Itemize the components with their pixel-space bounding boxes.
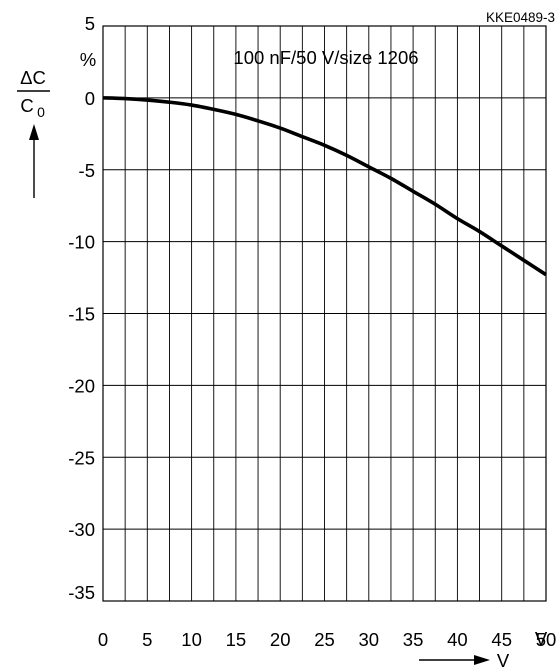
x-tick-labels: 0 5 10 15 20 25 30 35 40 45 50	[98, 629, 556, 650]
figure-id-label: KKE0489-3	[486, 10, 555, 25]
y-tick-label: -20	[68, 375, 95, 396]
y-tick-label: -25	[68, 447, 95, 468]
y-tick-labels: 5 0 -5 -10 -15 -20 -25 -30 -35	[68, 13, 95, 603]
plot-frame	[102, 25, 547, 602]
y-unit-label: %	[80, 49, 96, 70]
grid	[103, 26, 546, 601]
x-tick-label: 10	[181, 629, 202, 650]
x-tick-label: 35	[403, 629, 424, 650]
series-layer	[102, 96, 547, 277]
y-tick-label: -30	[68, 519, 95, 540]
x-tick-label: 25	[314, 629, 335, 650]
y-arrow-head	[29, 124, 39, 140]
y-tick-label: -15	[68, 304, 95, 325]
x-tick-label: 0	[98, 629, 108, 650]
series-line	[102, 96, 547, 277]
x-tick-label: 15	[226, 629, 247, 650]
y-tick-label: 0	[85, 88, 95, 109]
x-arrow-label: V	[497, 650, 510, 669]
x-tick-label: 30	[359, 629, 380, 650]
x-tick-label: 20	[270, 629, 291, 650]
y-label-numerator: ΔC	[20, 67, 46, 88]
x-unit-label: V	[535, 628, 548, 649]
y-label-denominator: C	[20, 95, 33, 116]
x-tick-label: 50	[536, 629, 557, 650]
y-tick-label: -35	[68, 582, 95, 603]
x-arrow-head	[474, 655, 490, 665]
x-tick-label: 5	[142, 629, 152, 650]
y-label-denominator-subscript: 0	[37, 104, 45, 120]
y-tick-label: -5	[79, 160, 95, 181]
x-tick-label: 45	[491, 629, 512, 650]
y-tick-label: 5	[85, 13, 95, 34]
y-tick-label: -10	[68, 232, 95, 253]
annotation-label: 100 nF/50 V/size 1206	[233, 47, 418, 68]
x-tick-label: 40	[447, 629, 468, 650]
